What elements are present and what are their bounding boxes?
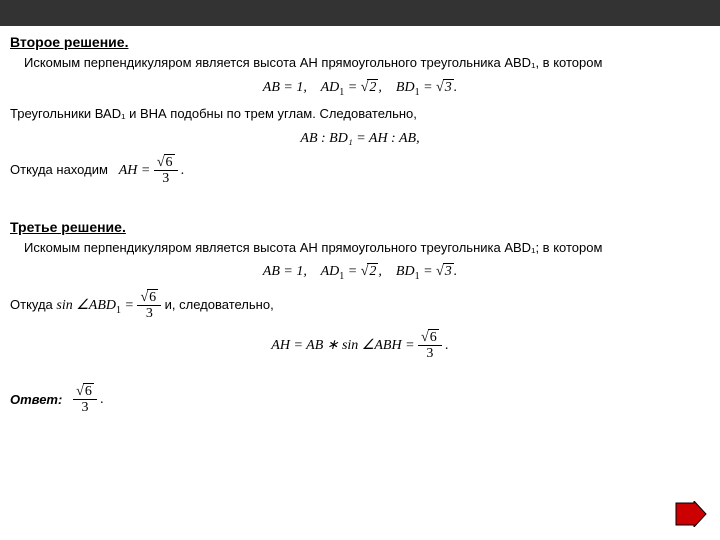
eq-ad: AD: [321, 80, 340, 95]
eq3-eq1: =: [344, 264, 360, 279]
eq-sin: sin ∠ABD1 = 6 3: [56, 298, 164, 313]
solution2-heading: Второе решение.: [10, 34, 710, 50]
final-left: AH = AB ∗ sin ∠ABH =: [271, 338, 418, 353]
solution2-para3: Откуда находим AH = 6 3 .: [10, 155, 710, 187]
answer-label: Ответ:: [10, 392, 62, 407]
eq3-ab: AB = 1,: [263, 264, 307, 279]
next-arrow-icon[interactable]: [674, 501, 708, 530]
frac-answer: 6 3: [73, 384, 97, 416]
title-bar: [0, 0, 720, 26]
eq3-ad: AD: [321, 264, 340, 279]
solution3-eq1: AB = 1, AD1 = 2, BD1 = 3.: [10, 264, 710, 282]
para3-pre: Откуда находим: [10, 162, 108, 177]
p2-post: и, следовательно,: [165, 297, 274, 312]
solution3-para1: Искомым перпендикуляром является высота …: [10, 239, 710, 257]
sqrt2b: 2: [361, 264, 379, 280]
eq-eq2: =: [420, 80, 436, 95]
eq-ah: AH = 6 3 .: [119, 163, 185, 178]
eq-bd: BD: [396, 80, 415, 95]
sqrt3b: 3: [436, 264, 454, 280]
frac-ah: 6 3: [154, 155, 178, 187]
eq3-eq2: =: [420, 264, 436, 279]
eq-ab: AB = 1,: [263, 80, 307, 95]
p2-pre: Откуда: [10, 297, 56, 312]
answer-row: Ответ: 6 3 .: [10, 384, 710, 416]
frac-final: 6 3: [418, 330, 442, 362]
solution2-para1: Искомым перпендикуляром является высота …: [10, 54, 710, 72]
sqrt2: 2: [361, 80, 379, 96]
sin-label: sin ∠ABD: [56, 298, 116, 313]
eq-eq1: =: [344, 80, 360, 95]
solution2-eq1: AB = 1, AD1 = 2, BD1 = 3.: [10, 80, 710, 98]
solution2-eq2: AB : BD₁ = AH : AB,: [10, 131, 710, 147]
solution2-para2: Треугольники ВАD₁ и ВНА подобны по трем …: [10, 105, 710, 123]
sqrt3: 3: [436, 80, 454, 96]
ah-label: AH =: [119, 163, 154, 178]
sin-eq: =: [121, 298, 137, 313]
solution3-heading: Третье решение.: [10, 219, 710, 235]
eq3-bd: BD: [396, 264, 415, 279]
answer-value: 6 3 .: [73, 392, 104, 407]
frac-sin: 6 3: [137, 290, 161, 322]
solution3-eq-final: AH = AB ∗ sin ∠ABH = 6 3 .: [10, 330, 710, 362]
solution3-para2: Откуда sin ∠ABD1 = 6 3 и, следовательно,: [10, 290, 710, 322]
document-body: Второе решение. Искомым перпендикуляром …: [0, 26, 720, 423]
